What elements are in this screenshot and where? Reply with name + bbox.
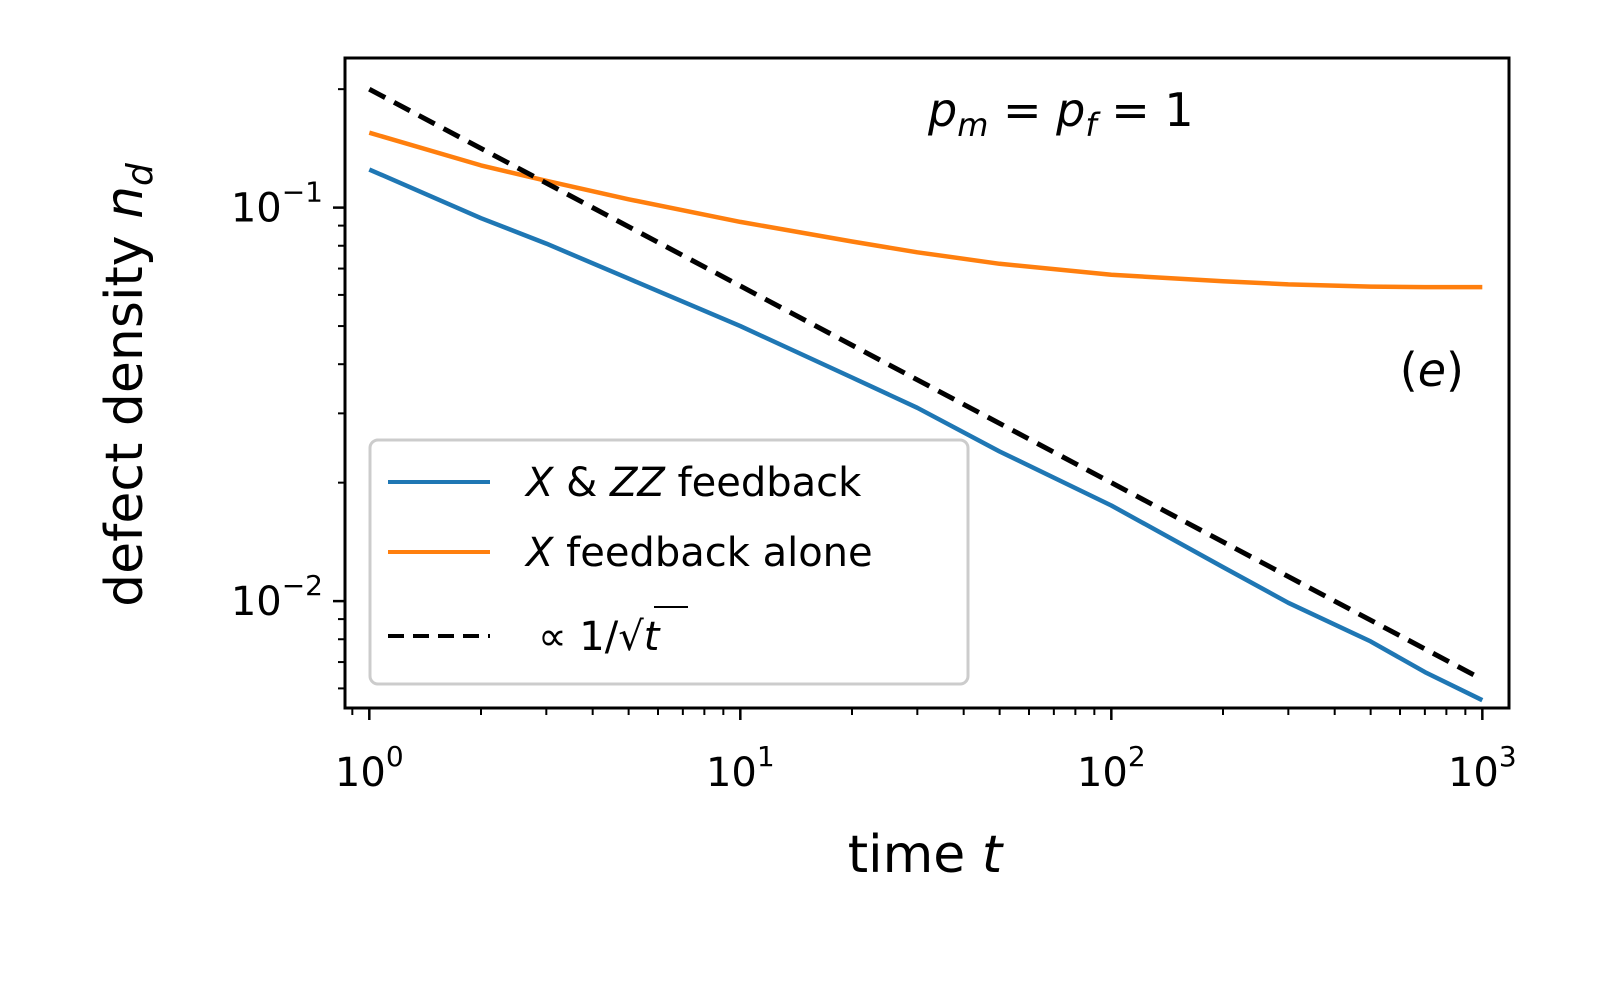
axis-ticks: 100 101 102 103 10−1 10−2 (231, 88, 1517, 796)
legend-label-x: X feedback alone (524, 530, 873, 576)
y-axis-label: defect density nd (95, 162, 161, 607)
plot-area (368, 86, 1484, 703)
x-tick-label: 103 (1448, 740, 1517, 796)
legend: X & ZZ feedback X feedback alone ∝ 1/√t (368, 438, 970, 686)
x-tick-label: 101 (706, 740, 775, 796)
y-tick-label: 10−1 (231, 176, 323, 232)
panel-label: (e) (1400, 343, 1464, 397)
y-tick-label: 10−2 (231, 569, 323, 625)
series-line-inverse-sqrt-guide (368, 86, 1484, 682)
axes-frame (343, 56, 1511, 710)
legend-box (368, 438, 970, 686)
legend-label-sqrt: ∝ 1/√t (538, 614, 661, 660)
x-tick-label: 102 (1077, 740, 1146, 796)
legend-label-xzz: X & ZZ feedback (524, 460, 862, 506)
series-line-x-feedback-alone (368, 130, 1483, 290)
x-axis-label: time t (848, 825, 1004, 885)
params-annotation: pm = pf = 1 (927, 83, 1194, 144)
series-line-xzz-feedback (368, 167, 1484, 703)
x-tick-label: 100 (335, 740, 404, 796)
